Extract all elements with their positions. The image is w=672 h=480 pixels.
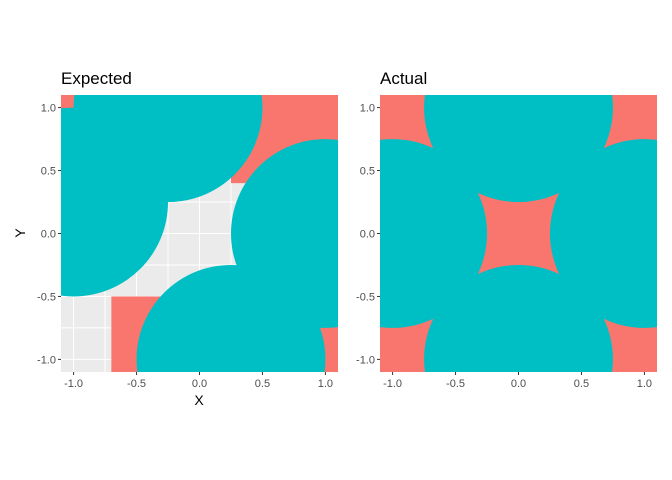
x-tick-label: 1.0 xyxy=(318,378,333,390)
y-tick-label: -1.0 xyxy=(37,354,56,366)
x-tick-label: 0.0 xyxy=(192,378,207,390)
y-tick-label: 0.0 xyxy=(41,229,56,241)
x-axis-title-expected: X xyxy=(194,392,204,408)
y-tick-label: -0.5 xyxy=(356,291,375,303)
y-tick-label: 1.0 xyxy=(41,103,56,115)
region-teal-circle xyxy=(380,139,487,328)
region-teal-circle xyxy=(424,265,613,372)
y-tick-label: 1.0 xyxy=(360,103,375,115)
x-tick-label: -1.0 xyxy=(383,378,402,390)
panel-title-actual: Actual xyxy=(380,69,427,88)
x-tick-label: 0.0 xyxy=(511,378,526,390)
y-axis-title-expected: Y xyxy=(12,228,28,238)
x-tick-label: 1.0 xyxy=(637,378,652,390)
y-tick-label: 0.0 xyxy=(360,229,375,241)
x-tick-label: -0.5 xyxy=(127,378,146,390)
region-teal-circle xyxy=(61,107,168,297)
panel-actual: -1.0 -0.5 0.0 0.5 1.0 -1.0 -0.5 0.0 0.5 1.0 xyxy=(356,95,657,390)
y-tick-label: 0.5 xyxy=(41,166,56,178)
x-tick-label: -0.5 xyxy=(446,378,465,390)
panel-expected: -1.0 -0.5 0.0 0.5 1.0 -1.0 -0.5 0.0 0.5 1.0 xyxy=(37,95,338,390)
panel-title-expected: Expected xyxy=(61,69,132,88)
x-tick-label: 0.5 xyxy=(574,378,589,390)
y-tick-label: 0.5 xyxy=(360,166,375,178)
regions xyxy=(380,95,657,372)
region-teal-circle xyxy=(424,95,613,202)
x-tick-label: 0.5 xyxy=(255,378,270,390)
y-tick-label: -1.0 xyxy=(356,354,375,366)
regions xyxy=(61,95,338,372)
y-tick-label: -0.5 xyxy=(37,291,56,303)
region-teal-circle xyxy=(550,139,657,328)
region-teal-circle xyxy=(136,265,326,372)
x-tick-label: -1.0 xyxy=(64,378,83,390)
